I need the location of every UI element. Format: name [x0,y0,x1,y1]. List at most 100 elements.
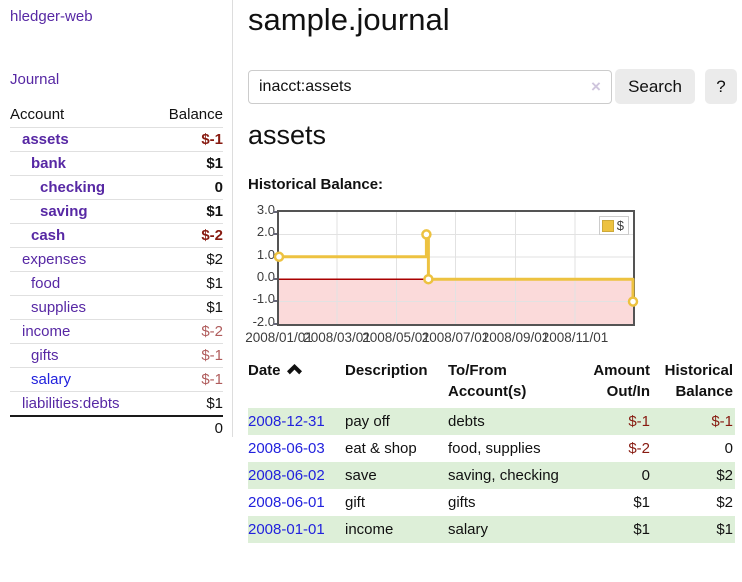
transaction-accounts: gifts [448,494,476,511]
transaction-accounts: food, supplies [448,440,541,457]
account-balance: 0 [214,178,223,196]
account-link-salary[interactable]: salary [31,370,72,388]
account-link-checking[interactable]: checking [40,178,106,196]
register-row: 2008-12-31 pay off debts $-1 $-1 [248,408,735,435]
account-balance: $1 [206,154,223,172]
account-link-food[interactable]: food [31,274,61,292]
clear-search-icon[interactable]: × [591,77,601,96]
transaction-description: pay off [345,413,390,430]
account-link-expenses[interactable]: expenses [22,250,87,268]
register-row: 2008-06-03 eat & shop food, supplies $-2… [248,435,735,462]
account-balance: $1 [206,394,223,412]
account-balance: $1 [206,274,223,292]
chart-label: Historical Balance: [248,176,384,193]
register-table: Date Description To/From Account(s) Amou… [248,360,735,543]
y-tick-mark [273,278,277,280]
transaction-description: save [345,467,377,484]
register-row: 2008-01-01 income salary $1 $1 [248,516,735,543]
transaction-amount: $1 [633,521,650,538]
transaction-balance: $2 [716,494,733,511]
chart-canvas [273,212,639,324]
search-input[interactable] [248,70,612,104]
transaction-amount: $-1 [628,413,650,430]
account-row: cash $-2 [10,223,223,247]
transaction-amount: $1 [633,494,650,511]
account-heading: assets [248,120,327,150]
data-point-markers [273,229,639,307]
balance-column-header: Historical Balance [664,362,733,400]
sidebar: hledger-web Journal Account Balance asse… [0,0,233,437]
search-button[interactable]: Search [615,69,695,104]
transaction-accounts: saving, checking [448,467,559,484]
account-row: expenses $2 [10,247,223,271]
historical-balance-chart: 3.0 2.0 1.0 0.0 -1.0 -2.0 [245,202,640,346]
account-link-supplies[interactable]: supplies [31,298,87,316]
account-balance: $2 [206,250,223,268]
account-row: checking 0 [10,175,223,199]
account-link-assets[interactable]: assets [22,130,69,148]
amount-column-header: Amount Out/In [593,362,650,400]
register-row: 2008-06-02 save saving, checking 0 $2 [248,462,735,489]
account-row: supplies $1 [10,295,223,319]
account-link-income[interactable]: income [22,322,71,340]
transaction-amount: 0 [641,467,650,484]
app-title-link[interactable]: hledger-web [10,8,93,25]
accounts-table-header: Account Balance [10,103,223,127]
transaction-balance: $1 [716,521,733,538]
transaction-date-link[interactable]: 2008-06-01 [248,494,325,511]
x-tick-label: 2008/07/01 [421,330,490,345]
y-tick-label: 0.0 [256,269,275,284]
x-tick-label: 2008/11/01 [541,330,609,345]
chart-plot-area[interactable]: $ [273,210,639,326]
account-row: gifts $-1 [10,343,223,367]
account-row: salary $-1 [10,367,223,391]
transaction-balance: 0 [724,440,733,457]
y-tick-mark [273,323,277,325]
accounts-table: Account Balance assets $-1 bank $1 check… [10,103,223,440]
description-column-header: Description [345,362,428,379]
account-balance: $-2 [201,322,223,340]
transaction-date-link[interactable]: 2008-06-03 [248,440,325,457]
balance-column-header: Balance [168,106,223,124]
account-balance: $-1 [201,346,223,364]
transaction-date-link[interactable]: 2008-12-31 [248,413,325,430]
x-tick-label: 2008/01/01 [245,330,313,345]
account-link-saving[interactable]: saving [40,202,88,220]
transaction-accounts: salary [448,521,489,538]
transaction-amount: $-2 [628,440,650,457]
account-link-liabilities-debts[interactable]: liabilities:debts [22,394,120,412]
account-row: food $1 [10,271,223,295]
date-column-header[interactable]: Date [248,360,345,408]
account-link-gifts[interactable]: gifts [31,346,59,364]
account-link-bank[interactable]: bank [31,154,67,172]
y-tick-mark [273,211,277,213]
transaction-balance: $-1 [711,413,733,430]
y-tick-label: 3.0 [256,202,275,217]
x-tick-label: 2008/09/01 [481,330,550,345]
sidebar-item-journal[interactable]: Journal [10,71,60,88]
accounts-total-row: 0 [10,415,223,440]
transaction-accounts: debts [448,413,485,430]
series-swatch-icon [601,219,614,232]
account-column-header: Account [10,106,65,124]
account-row: saving $1 [10,199,223,223]
y-tick-mark [273,233,277,235]
y-tick-mark [273,300,277,302]
x-tick-label: 2008/03/01 [303,330,371,345]
sort-ascending-icon [286,364,302,375]
y-tick-label: 1.0 [256,247,275,262]
account-row: liabilities:debts $1 [10,391,223,416]
chart-legend: $ [598,216,629,235]
y-tick-label: -1.0 [252,291,275,306]
account-balance: $-1 [201,370,223,388]
help-button[interactable]: ? [705,69,737,104]
transaction-description: eat & shop [345,440,417,457]
main-content: sample.journal × Search ? assets Histori… [245,0,738,582]
transaction-date-link[interactable]: 2008-06-02 [248,467,325,484]
accounts-total: 0 [214,419,223,437]
account-balance: $1 [206,202,223,220]
transaction-date-link[interactable]: 2008-01-01 [248,521,325,538]
register-header-row: Date Description To/From Account(s) Amou… [248,360,735,408]
account-link-cash[interactable]: cash [31,226,66,244]
page-title: sample.journal [248,2,450,37]
